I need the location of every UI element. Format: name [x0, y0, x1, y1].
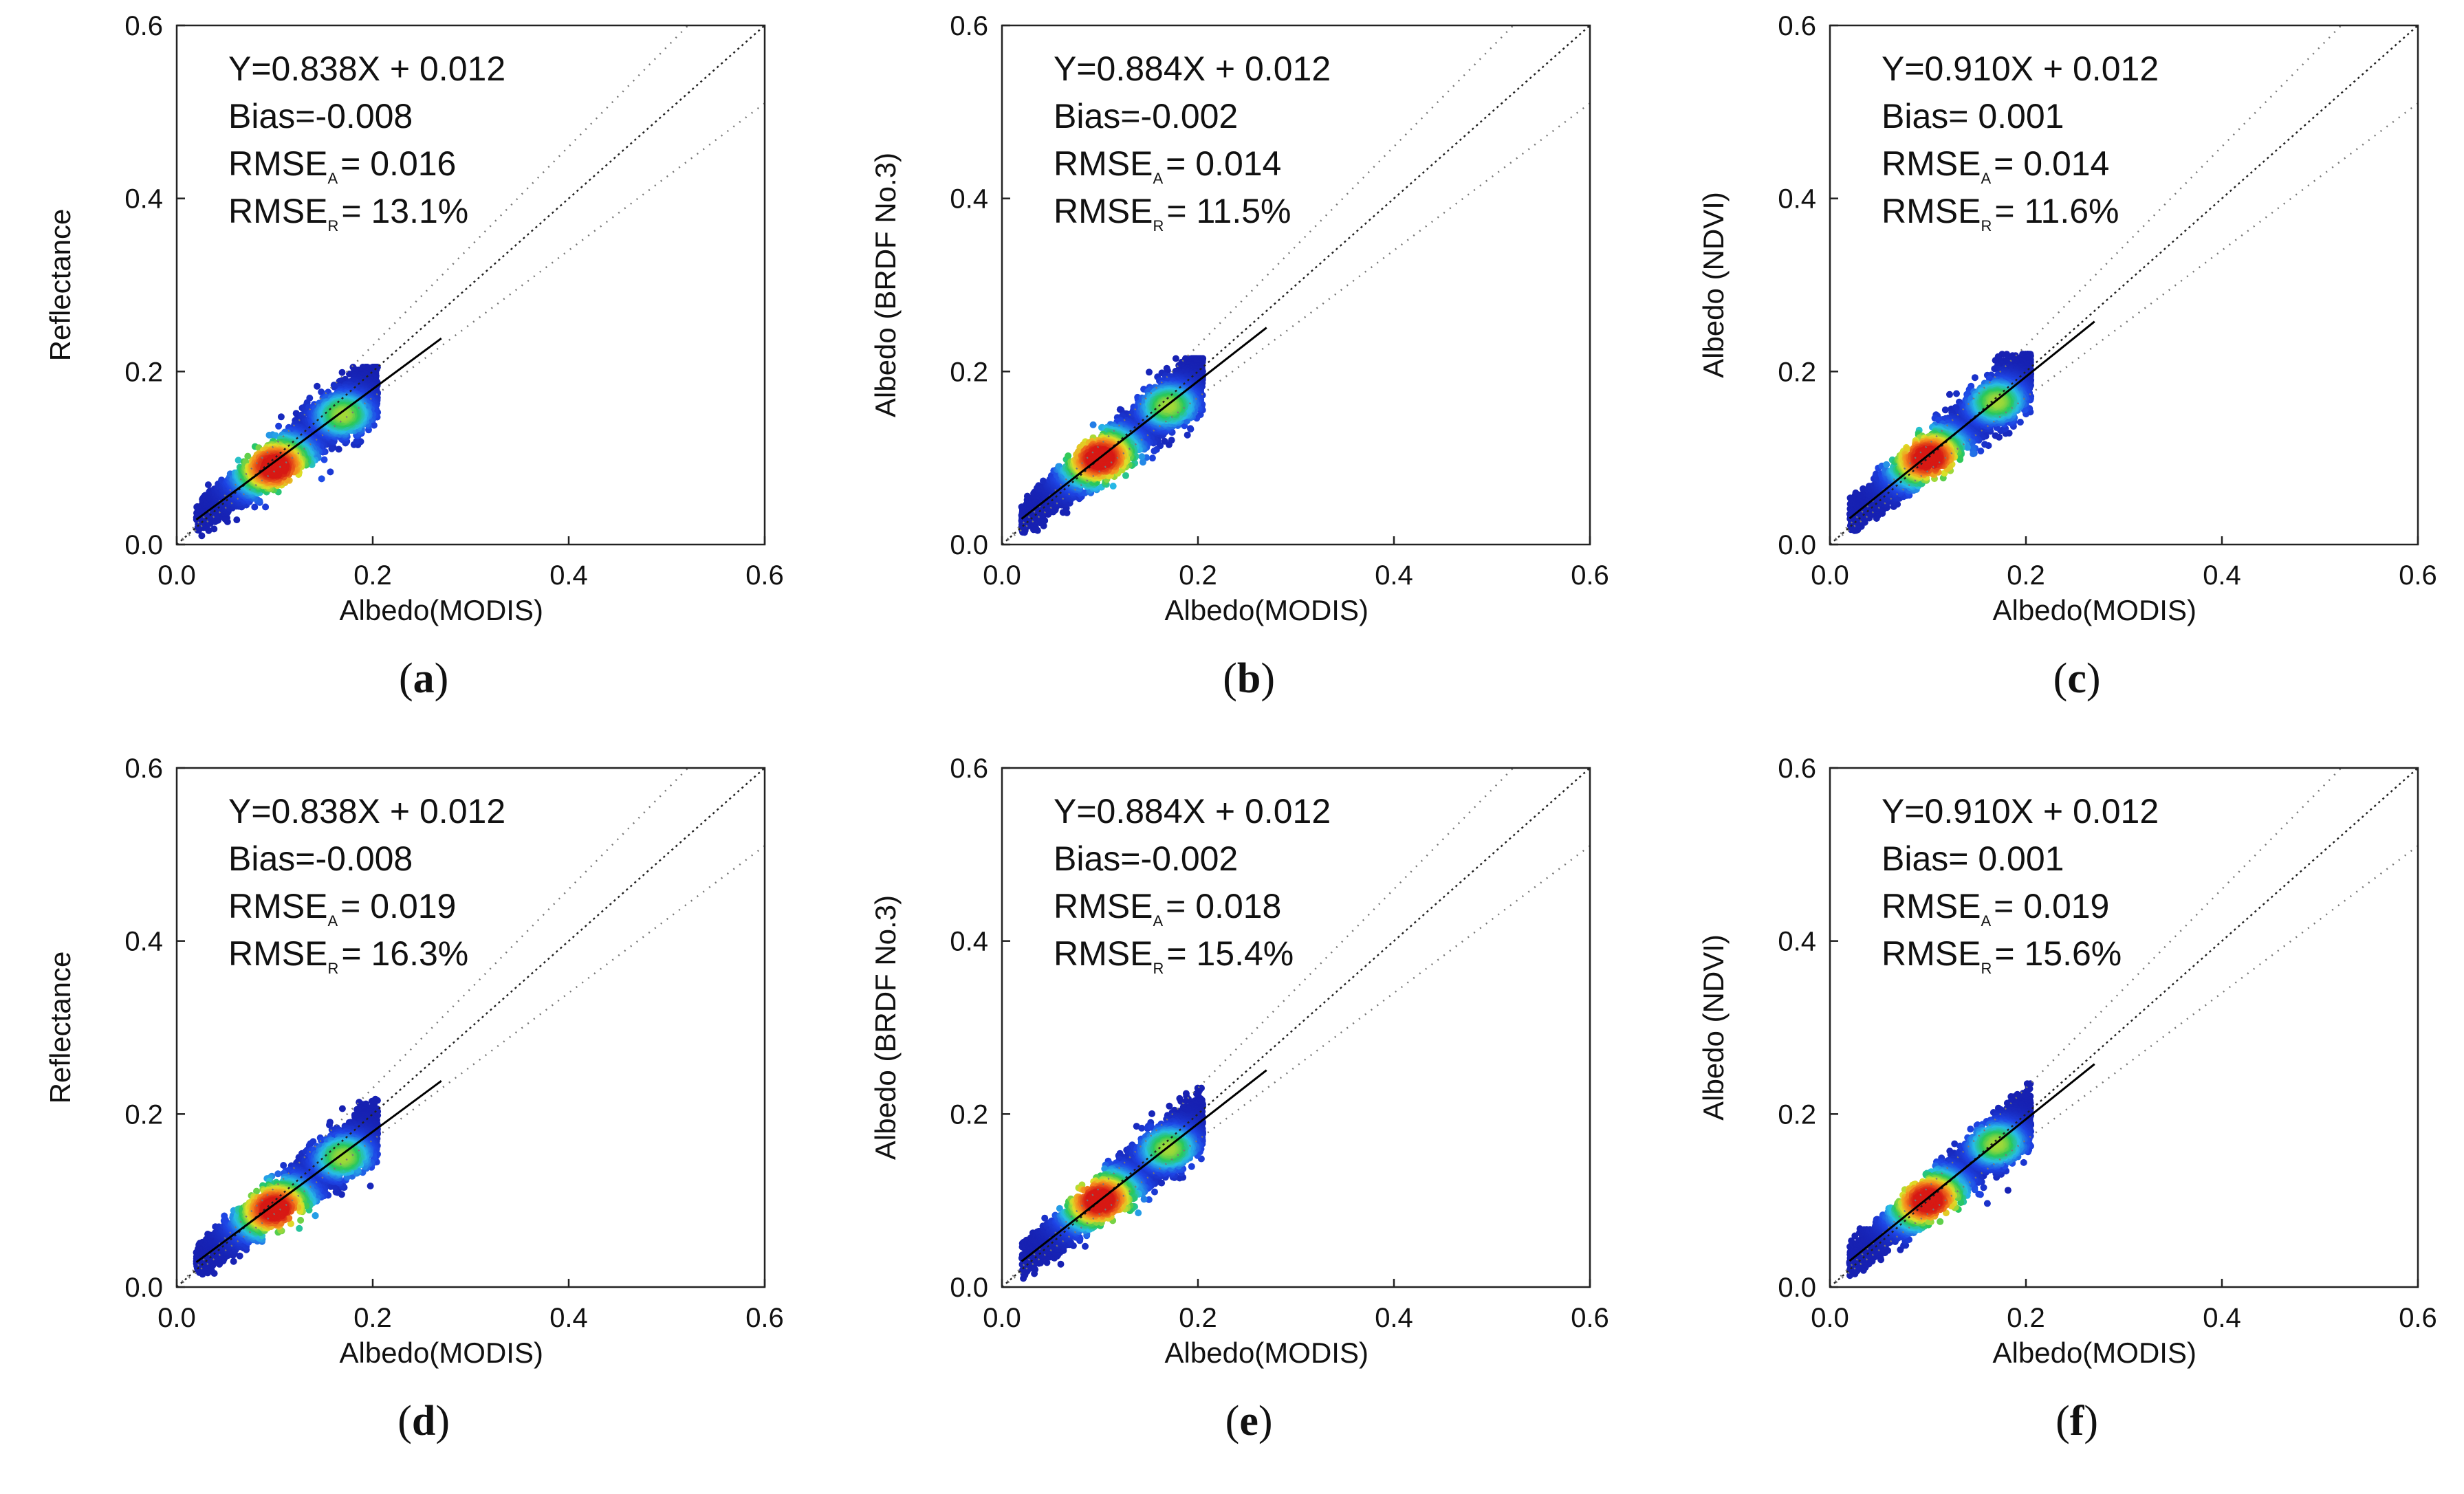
y-tick-label: 0.2 [124, 357, 163, 387]
density-point [1146, 369, 1153, 376]
x-tick-label: 0.6 [745, 560, 784, 591]
density-point [1172, 355, 1179, 362]
chart-panel-a: 0.0 0.2 0.4 0.6 0.0 0.2 0.4 0.6 Albedo(MODIS) Ref… [44, 11, 784, 702]
density-point [210, 525, 218, 533]
density-point [320, 456, 328, 463]
density-point [244, 452, 252, 460]
annotation-rmse-r: RMSER= 13.1% [228, 192, 468, 234]
annotation-rmse-a: RMSEA= 0.016 [228, 144, 456, 187]
density-point [233, 516, 241, 524]
density-point [338, 369, 346, 376]
y-tick-label: 0.0 [124, 530, 163, 560]
density-point [318, 475, 325, 483]
density-point [204, 481, 212, 489]
x-tick-label: 0.0 [157, 560, 196, 591]
density-cloud [1018, 355, 1207, 536]
density-point [275, 422, 283, 430]
density-point [331, 383, 338, 391]
annotation-bias: Bias=-0.008 [228, 97, 413, 135]
density-point [335, 446, 342, 453]
reference-line-11 [177, 25, 765, 545]
panel-caption: (a) [399, 655, 448, 702]
density-point [1168, 437, 1175, 444]
density-point [262, 503, 270, 511]
density-point [272, 463, 279, 470]
density-point [1161, 437, 1168, 445]
density-point [328, 445, 336, 452]
density-point [370, 421, 378, 429]
x-tick-label: 0.2 [353, 560, 392, 591]
density-point [353, 437, 360, 445]
density-point [265, 431, 273, 439]
annotation-equation: Y=0.838X + 0.012 [228, 50, 505, 88]
y-axis-label: Reflectance [44, 209, 76, 362]
plot-area [1002, 25, 1590, 545]
chart-panel-b: 0.0 0.2 0.4 0.60.00.20.40.6Albedo(MODIS)Alb… [869, 11, 1609, 702]
x-axis-label: Albedo(MODIS) [340, 594, 543, 626]
density-point [314, 382, 321, 390]
axes-frame [175, 24, 766, 546]
fit-line [195, 337, 442, 521]
density-point [251, 503, 259, 511]
density-point [336, 377, 343, 385]
density-point [277, 413, 285, 421]
plot-area [177, 25, 765, 545]
density-point [198, 532, 206, 540]
density-point [235, 457, 242, 464]
y-tick-label: 0.6 [124, 11, 163, 41]
y-tick-label: 0.4 [124, 184, 163, 215]
x-tick-label: 0.4 [549, 560, 588, 591]
density-point [327, 468, 334, 476]
